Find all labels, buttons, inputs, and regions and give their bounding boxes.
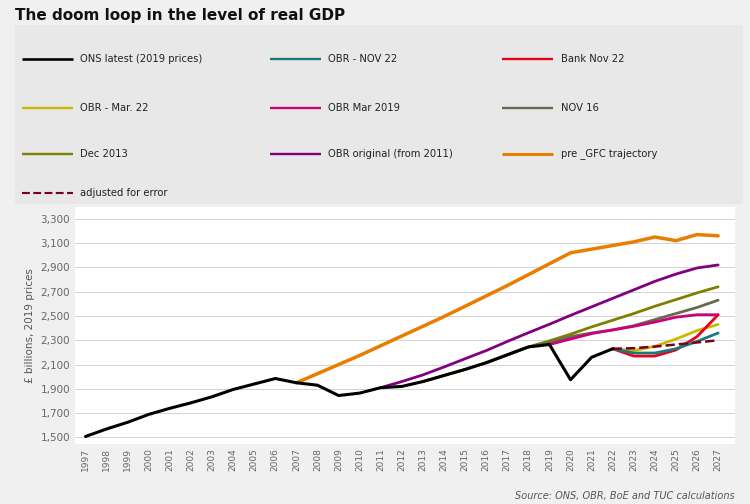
- Text: OBR - NOV 22: OBR - NOV 22: [328, 54, 397, 64]
- Text: NOV 16: NOV 16: [560, 102, 598, 112]
- Y-axis label: £ billions, 2019 prices: £ billions, 2019 prices: [25, 268, 35, 383]
- Text: ONS latest (2019 prices): ONS latest (2019 prices): [80, 54, 203, 64]
- Text: OBR - Mar. 22: OBR - Mar. 22: [80, 102, 149, 112]
- Text: Bank Nov 22: Bank Nov 22: [560, 54, 624, 64]
- Text: Dec 2013: Dec 2013: [80, 149, 128, 159]
- Text: OBR Mar 2019: OBR Mar 2019: [328, 102, 400, 112]
- Text: Source: ONS, OBR, BoE and TUC calculations: Source: ONS, OBR, BoE and TUC calculatio…: [515, 491, 735, 501]
- Text: adjusted for error: adjusted for error: [80, 188, 168, 199]
- Text: OBR original (from 2011): OBR original (from 2011): [328, 149, 452, 159]
- Text: pre _GFC trajectory: pre _GFC trajectory: [560, 149, 657, 159]
- Text: The doom loop in the level of real GDP: The doom loop in the level of real GDP: [15, 8, 345, 23]
